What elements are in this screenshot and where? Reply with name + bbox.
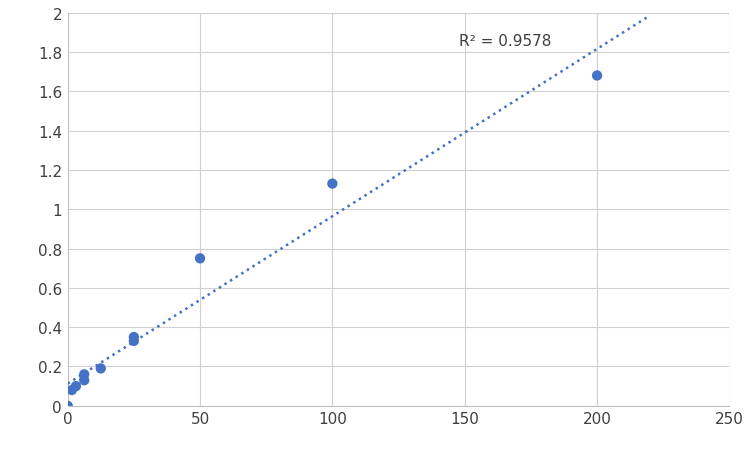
Point: [128, 334, 140, 341]
Point: [66, 387, 77, 394]
Point: [591, 73, 603, 80]
Point: [194, 255, 206, 262]
Point: [62, 402, 74, 410]
Point: [78, 377, 90, 384]
Point: [95, 365, 107, 372]
Text: R² = 0.9578: R² = 0.9578: [459, 34, 552, 49]
Point: [78, 371, 90, 378]
Point: [128, 337, 140, 345]
Point: [326, 180, 338, 188]
Point: [70, 382, 82, 390]
